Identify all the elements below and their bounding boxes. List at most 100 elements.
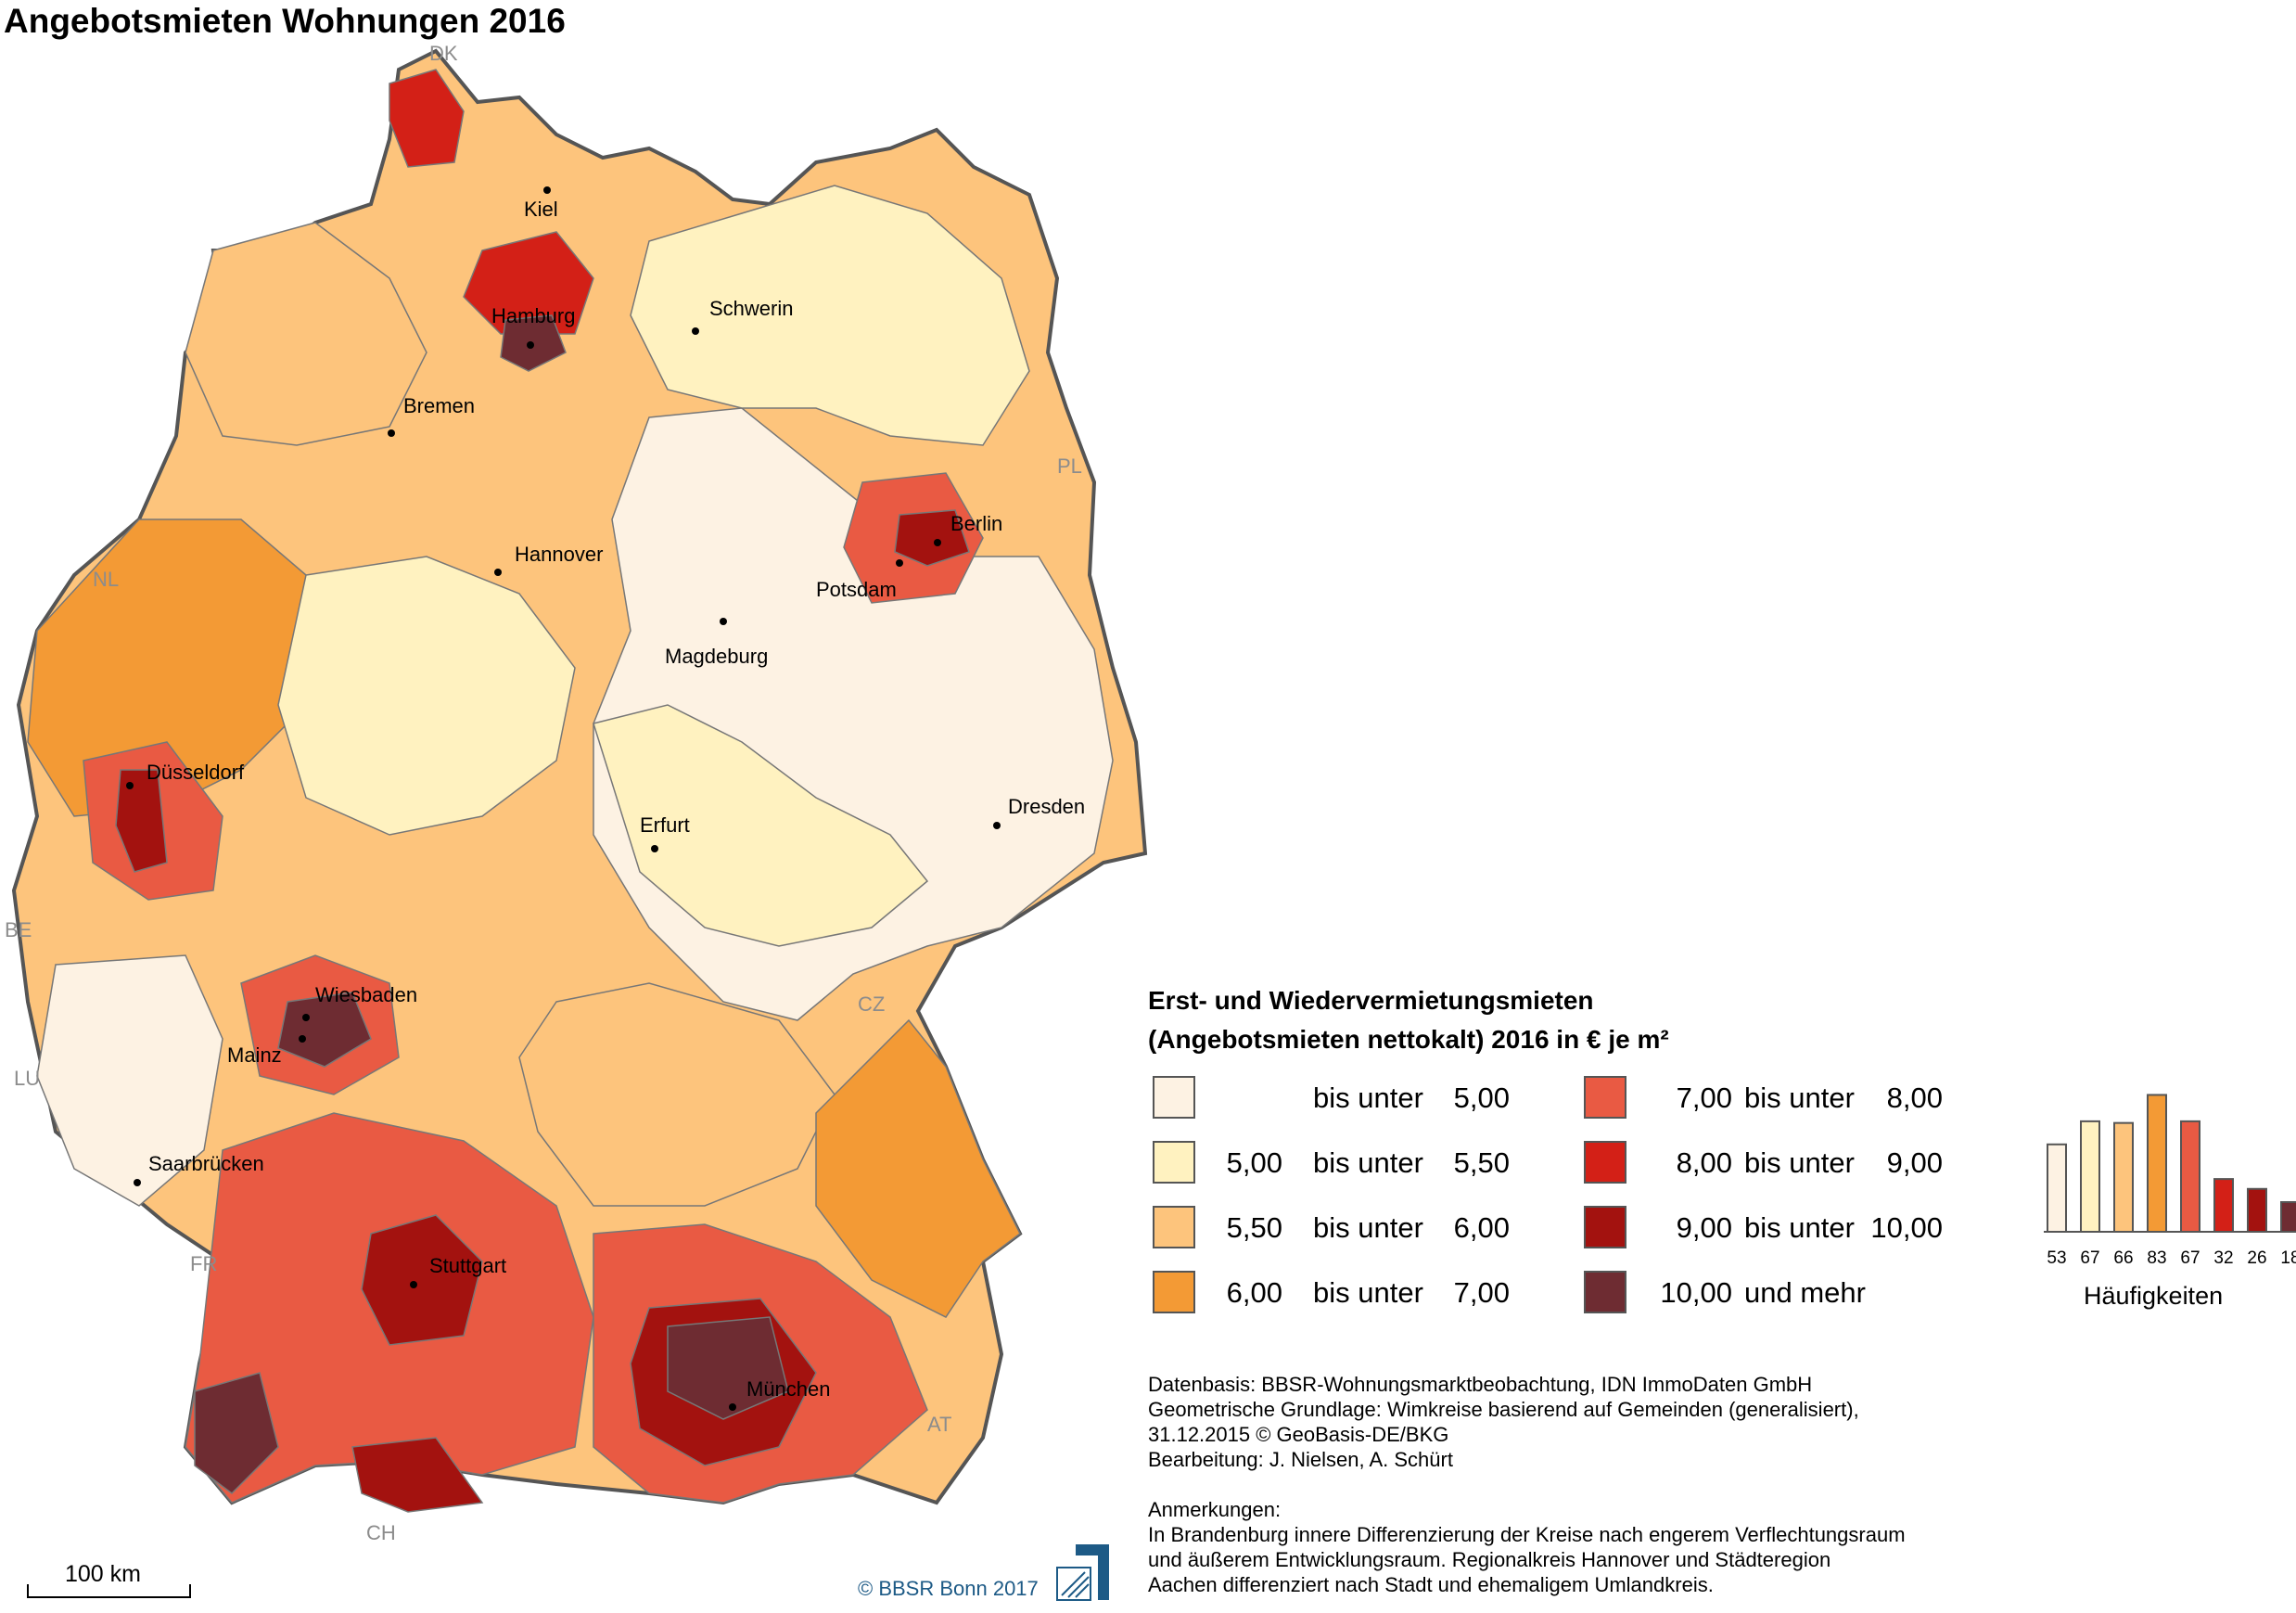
- region-berlin: [894, 509, 970, 567]
- region-bavaria-north: [518, 982, 835, 1207]
- note-line: In Brandenburg innere Differenzierung de…: [1148, 1523, 1906, 1546]
- city-stuttgart: Stuttgart: [429, 1254, 506, 1277]
- city-potsdam: Potsdam: [816, 578, 897, 601]
- region-central-west: [277, 556, 576, 836]
- histogram-value-label: 67: [2080, 1248, 2099, 1268]
- legend-connector: bis unter: [1313, 1082, 1423, 1114]
- legend-swatch: [1584, 1141, 1626, 1184]
- legend-from: 5,50: [1226, 1211, 1282, 1244]
- city-hamburg: Hamburg: [491, 304, 575, 327]
- histogram-bar: [2213, 1178, 2234, 1234]
- histogram-value-label: 53: [2047, 1248, 2066, 1268]
- histogram-bar: [2280, 1201, 2296, 1233]
- city-magdeburg: Magdeburg: [665, 645, 768, 668]
- country-dk: DK: [429, 42, 458, 65]
- legend-swatch: [1153, 1271, 1195, 1313]
- city-kiel: Kiel: [524, 198, 558, 221]
- scale-bar: [27, 1584, 191, 1598]
- legend-from: 9,00: [1676, 1211, 1732, 1244]
- country-be: BE: [5, 918, 32, 941]
- city-wiesbaden: Wiesbaden: [315, 983, 417, 1006]
- region-stuttgart: [361, 1214, 483, 1346]
- note-line: Anmerkungen:: [1148, 1498, 1282, 1521]
- legend-connector: bis unter: [1313, 1211, 1423, 1244]
- country-fr: FR: [190, 1252, 217, 1275]
- legend-to: 5,00: [1453, 1082, 1510, 1114]
- city-muenchen: München: [746, 1377, 831, 1401]
- legend-connector: bis unter: [1313, 1276, 1423, 1309]
- histogram-bar: [2180, 1120, 2200, 1233]
- region-west: [27, 518, 307, 817]
- legend-title: Erst- und Wiedervermietungsmieten (Angeb…: [1148, 981, 1669, 1059]
- country-pl: PL: [1057, 454, 1082, 478]
- city-bremen: Bremen: [403, 394, 475, 417]
- scale-label: 100 km: [65, 1561, 141, 1587]
- histogram-bar: [2147, 1094, 2167, 1233]
- region-north-frisia: [389, 69, 465, 168]
- histogram-value-label: 66: [2113, 1248, 2133, 1268]
- frequency-histogram: 53 67 66 83 67 32 26 18: [2044, 1094, 2296, 1268]
- bbsr-logo: [1056, 1544, 1109, 1601]
- city-dresden: Dresden: [1008, 795, 1085, 818]
- legend-title-line1: Erst- und Wiedervermietungsmieten: [1148, 986, 1594, 1015]
- legend-swatch: [1584, 1206, 1626, 1248]
- germany-rent-map: Kiel Hamburg Schwerin Bremen Berlin Hann…: [5, 42, 1148, 1601]
- note-line: Geometrische Grundlage: Wimkreise basier…: [1148, 1398, 1859, 1421]
- legend-connector: bis unter: [1744, 1146, 1855, 1179]
- region-hamburg-area: [463, 231, 594, 335]
- note-line: Aachen differenziert nach Stadt und ehem…: [1148, 1573, 1714, 1596]
- legend-to: 9,00: [1886, 1146, 1943, 1179]
- country-nl: NL: [93, 568, 119, 591]
- legend-to: 6,00: [1453, 1211, 1510, 1244]
- country-lu: LU: [14, 1067, 40, 1090]
- notes: Datenbasis: BBSR-Wohnungsmarktbeobachtun…: [1148, 1372, 1906, 1597]
- city-mainz: Mainz: [227, 1043, 282, 1067]
- histogram-value-label: 26: [2247, 1248, 2266, 1268]
- legend-swatch: [1153, 1141, 1195, 1184]
- legend-from: 5,00: [1226, 1146, 1282, 1179]
- country-cz: CZ: [858, 992, 885, 1016]
- legend-swatch: [1584, 1271, 1626, 1313]
- region-duesseldorf: [115, 769, 168, 873]
- legend-title-line2: (Angebotsmieten nettokalt) 2016 in € je …: [1148, 1025, 1669, 1054]
- region-south-west-low: [36, 954, 223, 1207]
- city-duesseldorf: Düsseldorf: [147, 761, 245, 784]
- legend-connector: und mehr: [1744, 1276, 1866, 1309]
- histogram-bar: [2247, 1187, 2267, 1233]
- region-freiburg: [194, 1372, 279, 1494]
- histogram-bar: [2047, 1143, 2067, 1233]
- country-at: AT: [927, 1413, 951, 1436]
- region-north-east: [630, 185, 1030, 446]
- note-line: und äußerem Entwicklungsraum. Regionalkr…: [1148, 1548, 1831, 1571]
- legend-from: 8,00: [1676, 1146, 1732, 1179]
- legend-connector: bis unter: [1744, 1211, 1855, 1244]
- note-line: Bearbeitung: J. Nielsen, A. Schürt: [1148, 1448, 1453, 1471]
- legend-to: 10,00: [1870, 1211, 1943, 1244]
- city-erfurt: Erfurt: [640, 813, 690, 837]
- histogram-value-label: 32: [2213, 1248, 2233, 1268]
- region-lake-constance: [351, 1437, 484, 1513]
- region-munich: [667, 1316, 789, 1420]
- legend-connector: bis unter: [1744, 1082, 1855, 1114]
- city-hannover: Hannover: [515, 543, 603, 566]
- region-east-mid: [593, 704, 929, 947]
- legend-from: 10,00: [1660, 1276, 1732, 1309]
- legend-to: 8,00: [1886, 1082, 1943, 1114]
- legend-to: 7,00: [1453, 1276, 1510, 1309]
- histogram-value-label: 67: [2180, 1248, 2200, 1268]
- region-frankfurt: [277, 992, 372, 1068]
- histogram-bar: [2080, 1120, 2100, 1233]
- region-bavaria-east: [815, 1018, 1021, 1318]
- legend-from: 6,00: [1226, 1276, 1282, 1309]
- legend-connector: bis unter: [1313, 1146, 1423, 1179]
- histogram-bar: [2113, 1121, 2134, 1233]
- histogram-value-label: 83: [2147, 1248, 2166, 1268]
- city-schwerin: Schwerin: [709, 297, 793, 320]
- legend-from: 7,00: [1676, 1082, 1732, 1114]
- legend-swatch: [1584, 1076, 1626, 1119]
- city-saarbruecken: Saarbrücken: [148, 1152, 264, 1175]
- note-line: 31.12.2015 © GeoBasis-DE/BKG: [1148, 1423, 1449, 1446]
- histogram-value-label: 18: [2280, 1248, 2296, 1268]
- legend-swatch: [1153, 1076, 1195, 1119]
- country-ch: CH: [366, 1521, 396, 1544]
